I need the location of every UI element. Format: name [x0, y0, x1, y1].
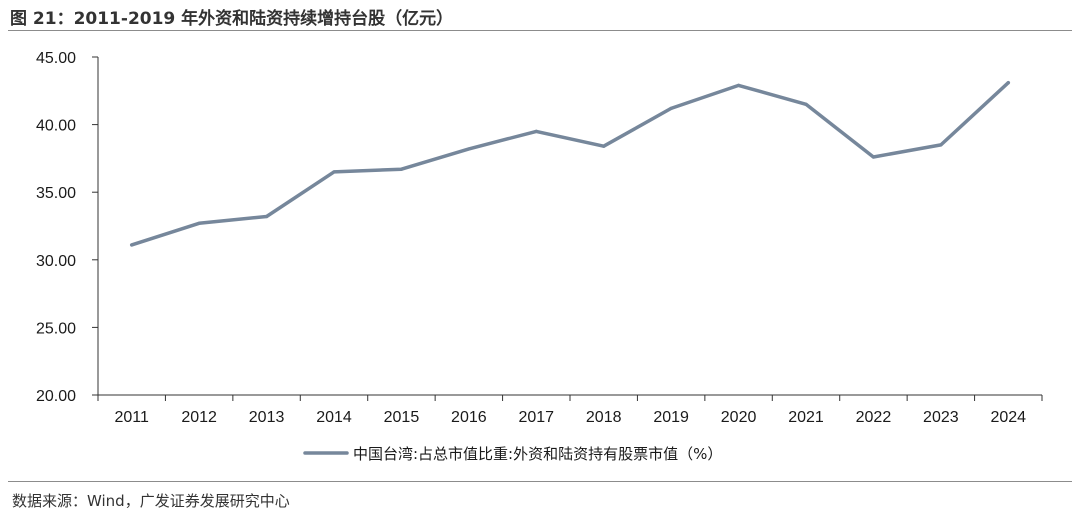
data-point	[939, 143, 943, 147]
data-point	[871, 155, 876, 159]
title-divider	[8, 30, 1072, 31]
data-point	[467, 147, 471, 151]
data-point	[197, 221, 201, 225]
x-tick-label: 2020	[721, 409, 757, 426]
source-note: 数据来源：Wind，广发证券发展研究中心	[12, 492, 290, 510]
x-tick-label: 2013	[249, 409, 285, 426]
x-tick-label: 2021	[788, 409, 824, 426]
x-tick-label: 2014	[316, 409, 352, 426]
data-point	[1006, 81, 1010, 85]
x-tick-label: 2015	[384, 409, 420, 426]
x-tick-label: 2011	[115, 409, 150, 426]
y-tick-label: 20.00	[36, 388, 76, 405]
data-point	[264, 214, 269, 219]
x-tick-label: 2019	[653, 409, 689, 426]
data-point	[534, 129, 538, 133]
data-point	[736, 83, 741, 87]
x-tick-label: 2023	[923, 409, 959, 426]
data-point	[602, 144, 606, 148]
data-point	[130, 243, 134, 247]
data-point	[669, 106, 673, 110]
x-tick-label: 2017	[518, 409, 554, 426]
footer-divider	[8, 481, 1072, 482]
x-tick-label: 2016	[451, 409, 487, 426]
x-axis: 2011 2012 2013 2014 2015 2016 2017 2018 2019 2020…	[97, 394, 1043, 426]
y-axis: 20.00 25.00 30.00 35.00 40.00 45.00	[36, 50, 99, 405]
series-line	[129, 80, 1011, 247]
legend: 中国台湾:占总市值比重:外资和陆资持有股票市值（%）	[303, 445, 722, 463]
x-tick-label: 2018	[586, 409, 622, 426]
series	[129, 80, 1011, 247]
x-tick-label: 2024	[990, 409, 1026, 426]
x-tick-label: 2022	[856, 409, 892, 426]
x-tick-label: 2012	[181, 409, 217, 426]
data-point	[804, 102, 808, 106]
figure-title: 图 21：2011-2019 年外资和陆资持续增持台股（亿元）	[10, 9, 454, 29]
y-tick-label: 35.00	[36, 185, 76, 202]
y-tick-label: 30.00	[36, 253, 76, 270]
y-tick-label: 25.00	[36, 320, 76, 337]
legend-label: 中国台湾:占总市值比重:外资和陆资持有股票市值（%）	[353, 445, 722, 463]
y-tick-label: 45.00	[36, 50, 76, 67]
data-point	[399, 167, 404, 171]
y-tick-label: 40.00	[36, 118, 76, 135]
data-point	[332, 170, 336, 174]
